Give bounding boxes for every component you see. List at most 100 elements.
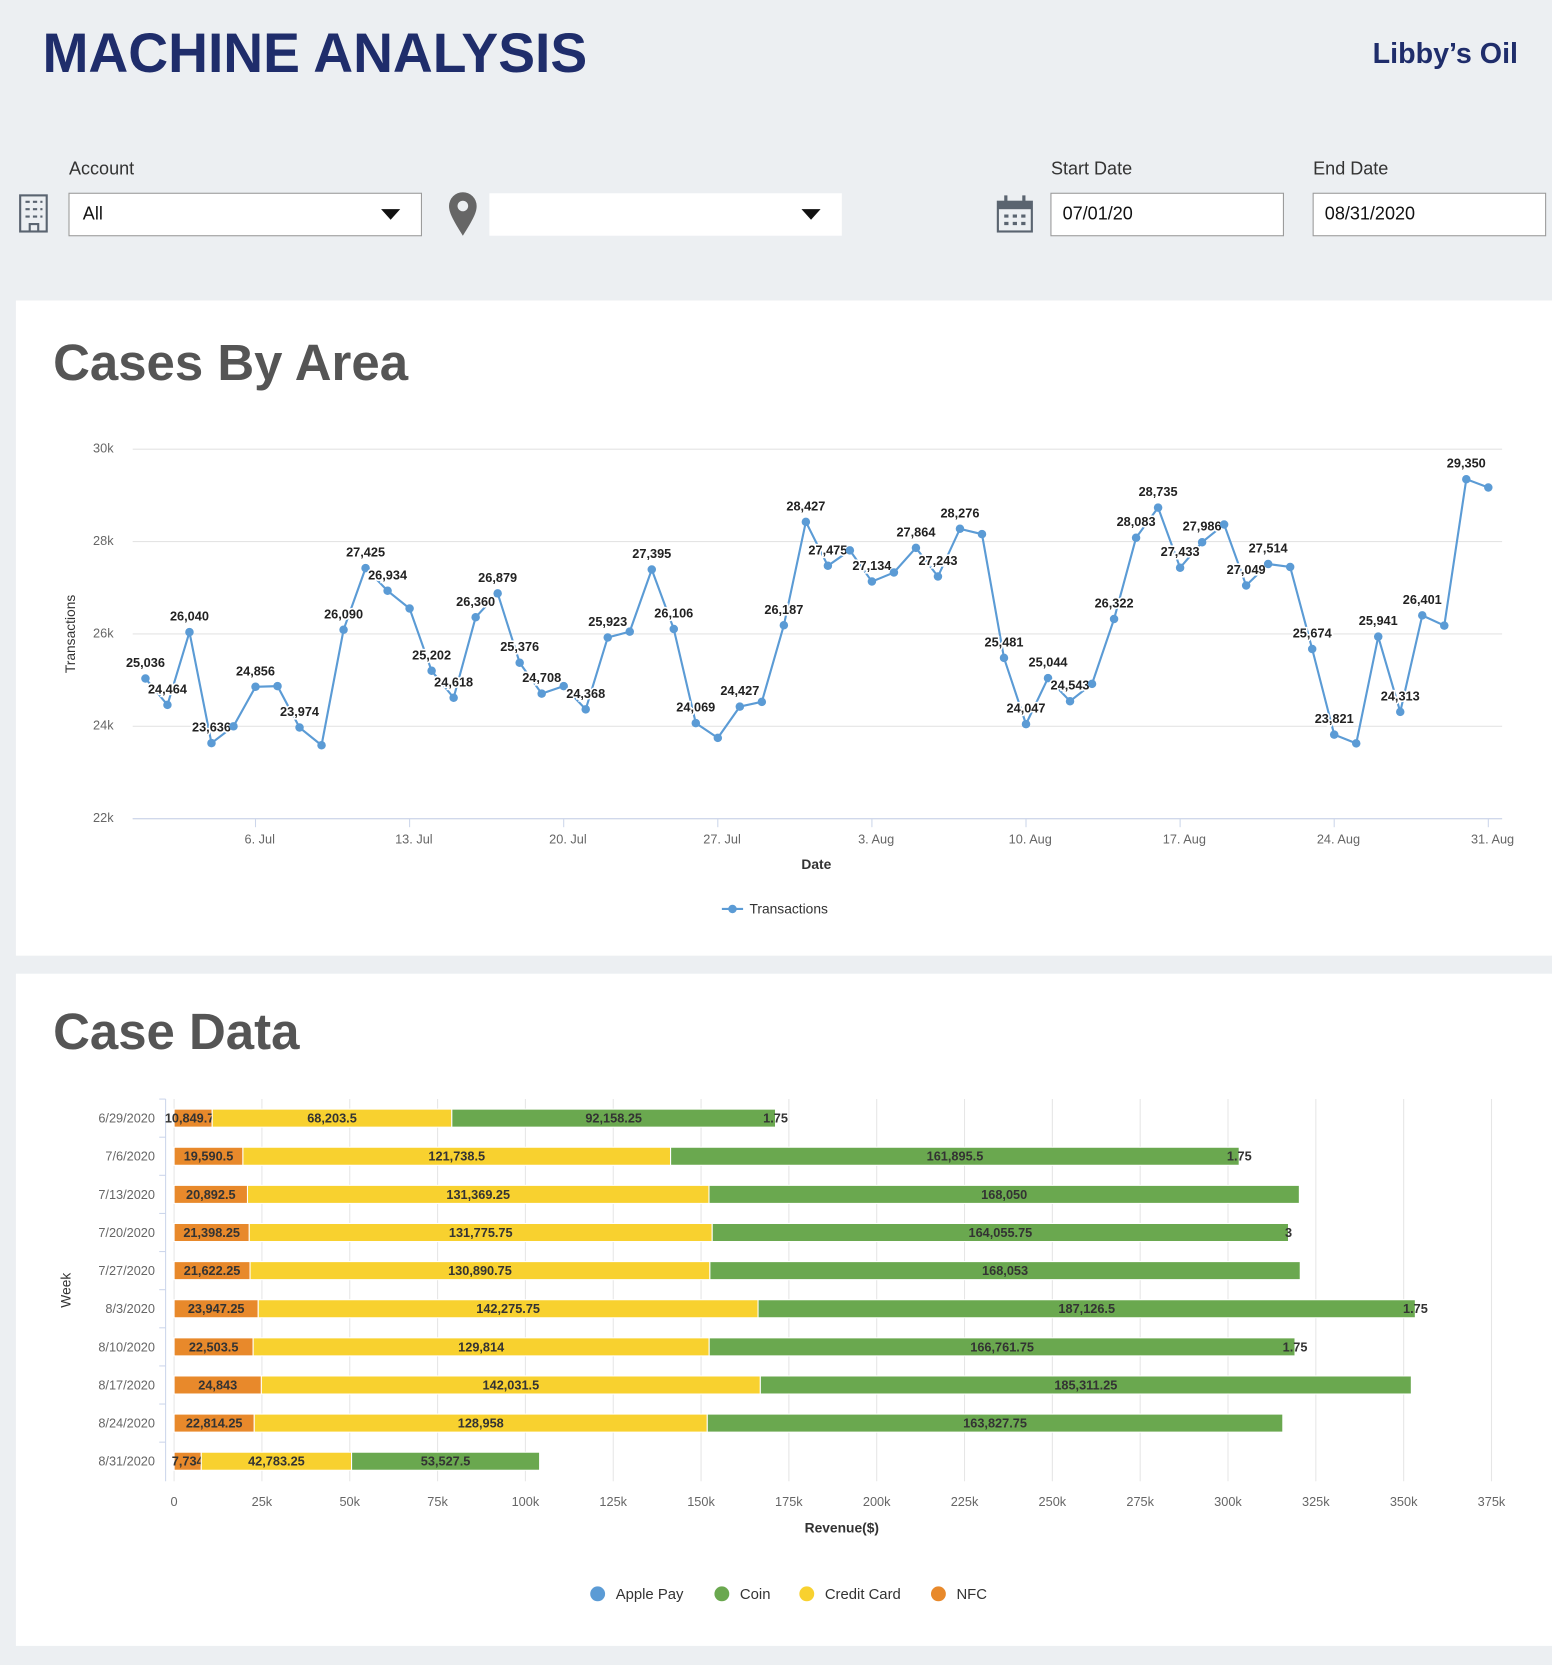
x-tick-label: 225k — [951, 1494, 979, 1509]
x-tick-label: 175k — [775, 1494, 803, 1509]
point — [515, 658, 524, 668]
data-label: 23,974 — [280, 704, 320, 719]
data-label: 27,049 — [1227, 562, 1266, 577]
data-label: 21,398.25 — [183, 1225, 240, 1240]
point — [911, 543, 921, 553]
data-label: 25,036 — [126, 655, 165, 670]
data-label: 24,543 — [1051, 678, 1090, 693]
x-tick-label: 150k — [687, 1494, 715, 1509]
y-tick-label: 24k — [93, 718, 114, 733]
point — [1087, 679, 1097, 689]
point — [229, 722, 238, 731]
point — [823, 561, 833, 571]
point — [1131, 533, 1141, 542]
y-axis-title: Transactions — [63, 595, 78, 674]
point — [1153, 503, 1163, 512]
data-label: 1.75 — [763, 1111, 788, 1126]
data-label: 10,849.75 — [165, 1111, 222, 1126]
data-label: 25,674 — [1293, 625, 1333, 640]
x-tick-label: 20. Jul — [549, 831, 587, 846]
data-label: 21,622.25 — [184, 1263, 241, 1278]
y-tick-label: 6/29/2020 — [98, 1111, 155, 1126]
y-tick-label: 7/13/2020 — [98, 1187, 155, 1202]
data-label: 142,031.5 — [483, 1377, 540, 1392]
point — [1484, 483, 1493, 492]
point — [955, 524, 965, 534]
point — [1065, 696, 1075, 706]
start-date-label: Start Date — [1051, 159, 1132, 179]
point — [603, 633, 612, 642]
data-label: 42,783.25 — [248, 1454, 305, 1469]
point — [251, 682, 260, 692]
data-label: 24,069 — [676, 700, 715, 715]
x-tick-label: 17. Aug — [1163, 831, 1206, 846]
y-tick-label: 7/27/2020 — [98, 1263, 155, 1278]
account-icon — [19, 194, 48, 233]
data-label: 166,761.75 — [970, 1339, 1034, 1354]
account-dropdown[interactable] — [68, 192, 422, 237]
point — [1109, 614, 1119, 624]
point — [163, 700, 172, 710]
legend-label: Credit Card — [825, 1587, 901, 1603]
legend-marker — [728, 904, 737, 914]
y-tick-label: 30k — [93, 441, 114, 456]
data-label: 168,050 — [981, 1187, 1027, 1202]
point — [801, 517, 811, 527]
point — [559, 681, 568, 691]
x-tick-label: 375k — [1478, 1494, 1506, 1509]
point — [999, 653, 1009, 663]
data-label: 19,590.5 — [184, 1149, 234, 1164]
data-label: 24,427 — [720, 683, 759, 698]
page-title: MACHINE ANALYSIS — [42, 22, 587, 84]
y-tick-label: 7/20/2020 — [98, 1225, 155, 1240]
end-date-value: 08/31/2020 — [1325, 203, 1415, 223]
end-date-label: End Date — [1313, 159, 1388, 179]
y-tick-label: 7/6/2020 — [105, 1149, 155, 1164]
x-tick-label: 75k — [427, 1494, 448, 1509]
data-label: 25,923 — [588, 614, 627, 629]
point — [1373, 632, 1383, 641]
data-label: 92,158.25 — [585, 1111, 642, 1126]
y-tick-label: 8/3/2020 — [105, 1301, 155, 1316]
data-label: 22,814.25 — [186, 1416, 243, 1431]
bar-segment — [351, 1451, 541, 1471]
bar-segment — [708, 1184, 1300, 1204]
data-label: 26,879 — [478, 570, 517, 585]
point — [383, 586, 392, 596]
point — [581, 705, 590, 714]
x-axis-title: Revenue($) — [805, 1521, 879, 1536]
data-label: 23,821 — [1315, 711, 1354, 726]
location-dropdown[interactable] — [489, 193, 842, 236]
data-label: 24,313 — [1381, 688, 1420, 703]
point — [141, 674, 150, 683]
data-label: 128,958 — [458, 1416, 504, 1431]
data-label: 27,134 — [852, 558, 892, 573]
point — [1263, 559, 1273, 569]
point — [1462, 474, 1471, 484]
data-label: 24,708 — [522, 670, 561, 685]
y-tick-label: 22k — [93, 810, 114, 825]
point — [1418, 611, 1427, 620]
point — [1219, 520, 1229, 529]
y-tick-label: 8/24/2020 — [98, 1416, 155, 1431]
data-label: 130,890.75 — [448, 1263, 512, 1278]
start-date-input[interactable] — [1050, 192, 1284, 237]
data-label: 28,735 — [1139, 484, 1178, 499]
end-date-input[interactable] — [1312, 192, 1547, 237]
point — [1351, 739, 1361, 748]
data-label: 26,090 — [324, 606, 363, 621]
data-label: 121,738.5 — [428, 1149, 485, 1164]
point — [933, 572, 943, 581]
data-label: 28,427 — [786, 498, 825, 513]
legend-label: Coin — [740, 1587, 771, 1603]
account-value: All — [83, 203, 103, 223]
y-tick-label: 8/31/2020 — [98, 1454, 155, 1469]
data-label: 185,311.25 — [1054, 1377, 1117, 1392]
point — [1021, 719, 1031, 729]
point — [295, 723, 304, 732]
legend-label: Transactions — [749, 902, 828, 917]
point — [691, 718, 701, 728]
data-label: 26,360 — [456, 594, 495, 609]
data-label: 27,243 — [918, 553, 957, 568]
